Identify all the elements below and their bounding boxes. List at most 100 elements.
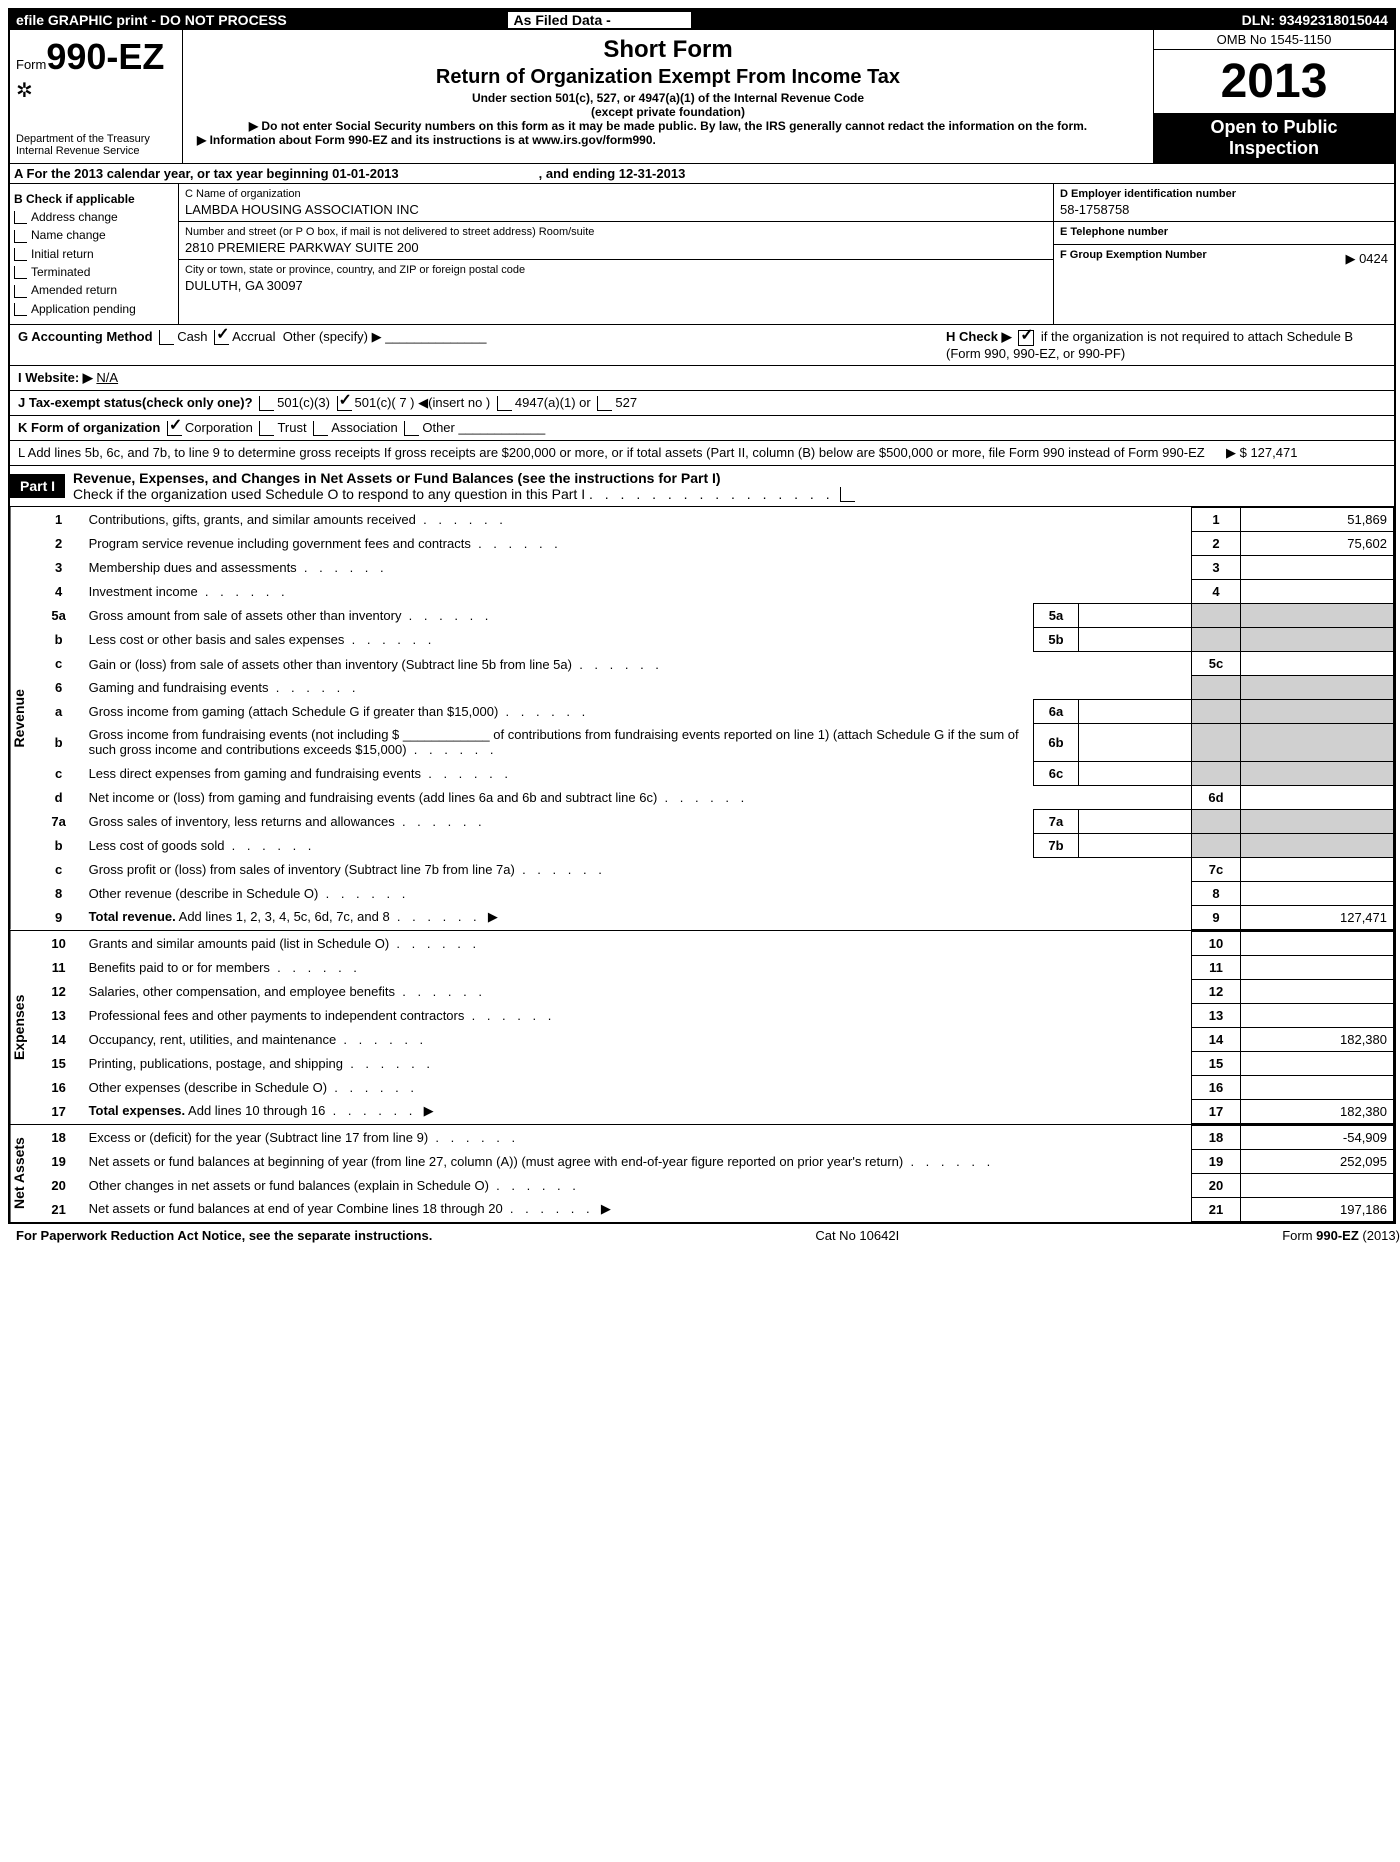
check-col: B Check if applicable Address change Nam…	[10, 184, 179, 324]
line-num: 6	[35, 676, 83, 700]
cb-accrual[interactable]	[214, 330, 229, 345]
right-num-shaded	[1192, 833, 1241, 857]
line-desc: Grants and similar amounts paid (list in…	[83, 931, 1192, 955]
right-num-shaded	[1192, 604, 1241, 628]
line-desc: Contributions, gifts, grants, and simila…	[83, 508, 1192, 532]
group-cell: F Group Exemption Number ▶ 0424	[1054, 245, 1394, 271]
line-desc: Net assets or fund balances at beginning…	[83, 1149, 1192, 1173]
line-num: 21	[35, 1197, 83, 1221]
right-num: 20	[1192, 1173, 1241, 1197]
table-row: 3Membership dues and assessments . . . .…	[35, 556, 1394, 580]
right-num: 19	[1192, 1149, 1241, 1173]
table-row: 14Occupancy, rent, utilities, and mainte…	[35, 1027, 1394, 1051]
line-num: c	[35, 652, 83, 676]
right-num: 3	[1192, 556, 1241, 580]
cb-initial[interactable]: Initial return	[14, 247, 174, 261]
right-val	[1241, 979, 1394, 1003]
right-num: 4	[1192, 580, 1241, 604]
topbar-mid: As Filed Data -	[508, 12, 691, 28]
cb-h[interactable]	[1018, 330, 1034, 346]
footer: For Paperwork Reduction Act Notice, see …	[8, 1224, 1400, 1247]
sub-num: 6a	[1034, 699, 1079, 723]
line-desc: Less direct expenses from gaming and fun…	[83, 761, 1034, 785]
cb-501c3[interactable]	[259, 396, 274, 411]
right-val	[1241, 857, 1394, 881]
right-val-shaded	[1241, 809, 1394, 833]
cb-527[interactable]	[597, 396, 612, 411]
title2: Return of Organization Exempt From Incom…	[187, 66, 1149, 89]
line-desc: Membership dues and assessments . . . . …	[83, 556, 1192, 580]
cb-address[interactable]: Address change	[14, 210, 174, 224]
cb-assoc[interactable]	[313, 421, 328, 436]
table-row: 13Professional fees and other payments t…	[35, 1003, 1394, 1027]
table-row: 10Grants and similar amounts paid (list …	[35, 931, 1394, 955]
table-row: bLess cost or other basis and sales expe…	[35, 628, 1394, 652]
cb-4947[interactable]	[497, 396, 512, 411]
right-num: 11	[1192, 955, 1241, 979]
cb-part1[interactable]	[840, 487, 855, 502]
part1-title: Revenue, Expenses, and Changes in Net As…	[65, 466, 1394, 507]
cb-trust[interactable]	[259, 421, 274, 436]
right-num: 21	[1192, 1197, 1241, 1221]
right-val: -54,909	[1241, 1125, 1394, 1149]
l-row: L Add lines 5b, 6c, and 7b, to line 9 to…	[10, 441, 1394, 466]
line-desc: Other expenses (describe in Schedule O) …	[83, 1075, 1192, 1099]
b-header: B Check if applicable	[14, 192, 174, 206]
table-row: 12Salaries, other compensation, and empl…	[35, 979, 1394, 1003]
cb-501c[interactable]	[337, 396, 352, 411]
line-num: b	[35, 833, 83, 857]
table-row: 8Other revenue (describe in Schedule O) …	[35, 881, 1394, 905]
line-desc: Net income or (loss) from gaming and fun…	[83, 785, 1192, 809]
cb-name[interactable]: Name change	[14, 228, 174, 242]
netassets-section: Net Assets 18Excess or (deficit) for the…	[10, 1125, 1394, 1222]
table-row: cLess direct expenses from gaming and fu…	[35, 761, 1394, 785]
cb-cash[interactable]	[159, 330, 174, 345]
top-bar: efile GRAPHIC print - DO NOT PROCESS As …	[10, 10, 1394, 30]
right-num: 15	[1192, 1051, 1241, 1075]
table-row: 17Total expenses. Add lines 10 through 1…	[35, 1099, 1394, 1123]
right-val-shaded	[1241, 676, 1394, 700]
cb-terminated[interactable]: Terminated	[14, 265, 174, 279]
table-row: bGross income from fundraising events (n…	[35, 723, 1394, 761]
cb-other[interactable]	[404, 421, 419, 436]
table-row: 16Other expenses (describe in Schedule O…	[35, 1075, 1394, 1099]
right-num: 7c	[1192, 857, 1241, 881]
line-desc: Gain or (loss) from sale of assets other…	[83, 652, 1192, 676]
line-num: 4	[35, 580, 83, 604]
table-row: 1Contributions, gifts, grants, and simil…	[35, 508, 1394, 532]
sub-num: 7b	[1034, 833, 1079, 857]
line-desc: Printing, publications, postage, and shi…	[83, 1051, 1192, 1075]
line-num: c	[35, 857, 83, 881]
line-desc: Less cost of goods sold . . . . . .	[83, 833, 1034, 857]
line-num: 14	[35, 1027, 83, 1051]
right-num: 8	[1192, 881, 1241, 905]
sub-num: 5b	[1034, 628, 1079, 652]
right-val	[1241, 785, 1394, 809]
line-desc: Gross income from fundraising events (no…	[83, 723, 1034, 761]
footer-left: For Paperwork Reduction Act Notice, see …	[16, 1228, 432, 1243]
sub3: ▶ Do not enter Social Security numbers o…	[187, 119, 1149, 133]
table-row: 19Net assets or fund balances at beginni…	[35, 1149, 1394, 1173]
cb-amended[interactable]: Amended return	[14, 283, 174, 297]
line-num: 7a	[35, 809, 83, 833]
right-val	[1241, 1003, 1394, 1027]
cb-corp[interactable]	[167, 421, 182, 436]
gh-row: G Accounting Method Cash Accrual Other (…	[10, 325, 1394, 366]
right-num-shaded	[1192, 676, 1241, 700]
cb-pending[interactable]: Application pending	[14, 302, 174, 316]
right-num: 18	[1192, 1125, 1241, 1149]
entity-mid: C Name of organization LAMBDA HOUSING AS…	[179, 184, 1053, 324]
line-desc: Benefits paid to or for members . . . . …	[83, 955, 1192, 979]
form-prefix: Form	[16, 57, 46, 72]
table-row: aGross income from gaming (attach Schedu…	[35, 699, 1394, 723]
right-num: 16	[1192, 1075, 1241, 1099]
line-num: 19	[35, 1149, 83, 1173]
sub-val	[1079, 833, 1192, 857]
right-val: 197,186	[1241, 1197, 1394, 1221]
line-desc: Less cost or other basis and sales expen…	[83, 628, 1034, 652]
table-row: 6Gaming and fundraising events . . . . .…	[35, 676, 1394, 700]
year-box: OMB No 1545-1150 2013 Open to Public Ins…	[1153, 30, 1394, 163]
header: Form990-EZ ✲ Department of the Treasury …	[10, 30, 1394, 164]
sub-val	[1079, 604, 1192, 628]
table-row: 15Printing, publications, postage, and s…	[35, 1051, 1394, 1075]
